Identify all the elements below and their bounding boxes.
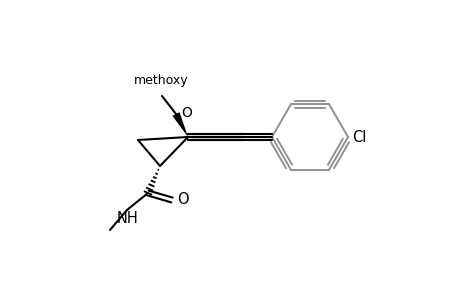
Text: Cl: Cl (351, 130, 365, 145)
Polygon shape (172, 112, 188, 137)
Text: O: O (180, 106, 191, 120)
Text: NH: NH (117, 211, 139, 226)
Text: methoxy: methoxy (134, 74, 188, 87)
Text: O: O (177, 191, 188, 206)
